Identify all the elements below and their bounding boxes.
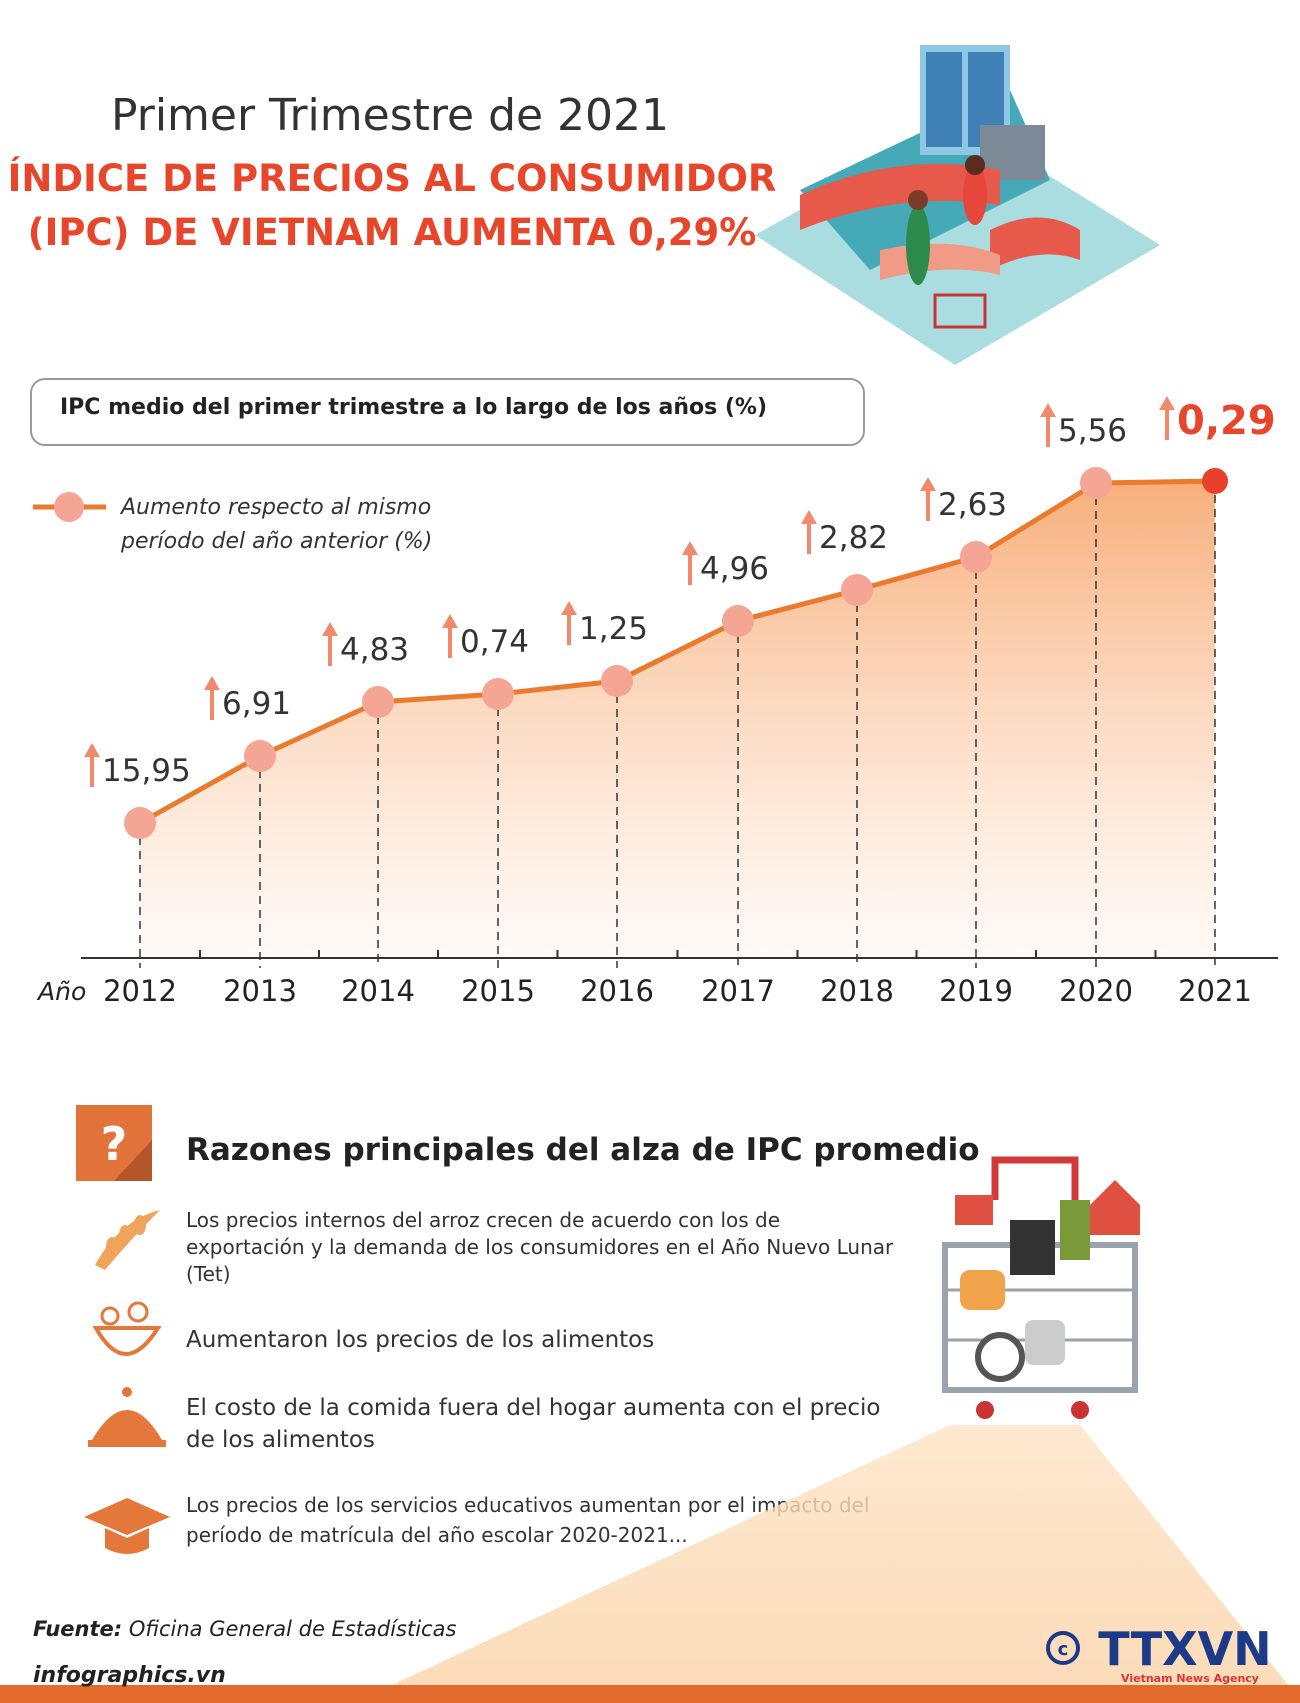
headline: (IPC) DE VIETNAM AUMENTA 0,29% xyxy=(28,211,757,254)
reason-text: de los alimentos xyxy=(186,1427,375,1453)
up-arrow-head xyxy=(322,622,338,636)
reason-text: El costo de la comida fuera del hogar au… xyxy=(186,1395,880,1421)
value-label: 6,91 xyxy=(222,686,291,722)
reason-text: Los precios internos del arroz crecen de… xyxy=(186,1208,780,1232)
point-marker xyxy=(841,574,873,606)
up-arrow-head xyxy=(84,743,100,757)
point-marker xyxy=(482,678,514,710)
value-label: 4,83 xyxy=(340,632,409,668)
legend-text: Aumento respecto al mismo xyxy=(119,495,431,520)
reason-text: período de matrícula del año escolar 202… xyxy=(186,1523,688,1547)
up-arrow-head xyxy=(920,477,936,491)
source-label: Fuente: xyxy=(33,1617,122,1641)
up-arrow-head xyxy=(442,614,458,628)
up-arrow-head xyxy=(801,510,817,524)
copyright-c: c xyxy=(1058,1639,1069,1660)
year-label: 2021 xyxy=(1178,974,1252,1008)
reasons-list: Los precios internos del arroz crecen de… xyxy=(186,1208,894,1547)
value-label: 15,95 xyxy=(102,753,191,789)
point-marker xyxy=(722,605,754,637)
point-marker xyxy=(1202,468,1228,494)
reason-icons xyxy=(84,1210,170,1554)
title: Primer Trimestre de 2021 xyxy=(111,90,669,141)
point-marker xyxy=(960,541,992,573)
value-label: 0,74 xyxy=(460,624,529,660)
year-label: 2012 xyxy=(103,974,177,1008)
site: infographics.vn xyxy=(33,1663,226,1688)
point-marker xyxy=(1080,467,1112,499)
value-label: 4,96 xyxy=(700,551,769,587)
reason-text: exportación y la demanda de los consumid… xyxy=(186,1235,894,1259)
trend-line xyxy=(138,478,1216,826)
point-marker xyxy=(362,686,394,718)
source: Fuente: Oficina General de Estadísticas xyxy=(33,1617,456,1641)
chart: Año 2012 15,95 2013 6,91 2014 4,83 2015 0,74 2016… xyxy=(36,396,1278,1008)
reason-text: (Tet) xyxy=(186,1262,231,1286)
agency-logo: TTXVN xyxy=(1098,1622,1271,1676)
reason-text: Los precios de los servicios educativos … xyxy=(186,1493,869,1517)
value-label: 2,82 xyxy=(819,520,888,556)
year-label: 2015 xyxy=(461,974,535,1008)
value-label: 1,25 xyxy=(579,611,648,647)
area-fill xyxy=(140,481,1215,958)
market-illustration xyxy=(755,45,1160,365)
year-label: 2019 xyxy=(939,974,1013,1008)
agency-sub: Vietnam News Agency xyxy=(1121,1672,1259,1685)
point-marker xyxy=(601,665,633,697)
reason-text: Aumentaron los precios de los alimentos xyxy=(186,1327,654,1353)
cart-illustration xyxy=(942,1156,1140,1419)
year-label: 2020 xyxy=(1059,974,1133,1008)
source-text: Oficina General de Estadísticas xyxy=(129,1617,457,1641)
value-label: 2,63 xyxy=(938,487,1007,523)
reasons-title: Razones principales del alza de IPC prom… xyxy=(186,1132,980,1168)
value-label: 5,56 xyxy=(1058,413,1127,449)
year-label: 2017 xyxy=(701,974,775,1008)
site-bg xyxy=(0,1656,215,1685)
year-label: 2013 xyxy=(223,974,297,1008)
point-marker xyxy=(124,807,156,839)
footer-bar xyxy=(0,1685,1300,1703)
up-arrow-head xyxy=(561,601,577,615)
question-mark: ? xyxy=(101,1117,128,1171)
point-marker xyxy=(244,740,276,772)
headline: ÍNDICE DE PRECIOS AL CONSUMIDOR xyxy=(8,156,777,200)
value-label: 0,29 xyxy=(1177,398,1276,444)
legend-marker xyxy=(54,492,84,522)
question-shadow xyxy=(114,1140,152,1181)
up-arrow-head xyxy=(1040,403,1056,417)
up-arrow-head xyxy=(682,541,698,555)
copyright-icon xyxy=(1046,1631,1080,1665)
x-axis-label: Año xyxy=(36,977,86,1006)
up-arrow-head xyxy=(1159,396,1175,410)
chart-subtitle: IPC medio del primer trimestre a lo larg… xyxy=(60,395,767,420)
up-arrow-head xyxy=(204,676,220,690)
subtitle-box xyxy=(30,378,865,446)
year-label: 2014 xyxy=(341,974,415,1008)
legend-text: período del año anterior (%) xyxy=(120,529,432,554)
year-label: 2016 xyxy=(580,974,654,1008)
year-label: 2018 xyxy=(820,974,894,1008)
